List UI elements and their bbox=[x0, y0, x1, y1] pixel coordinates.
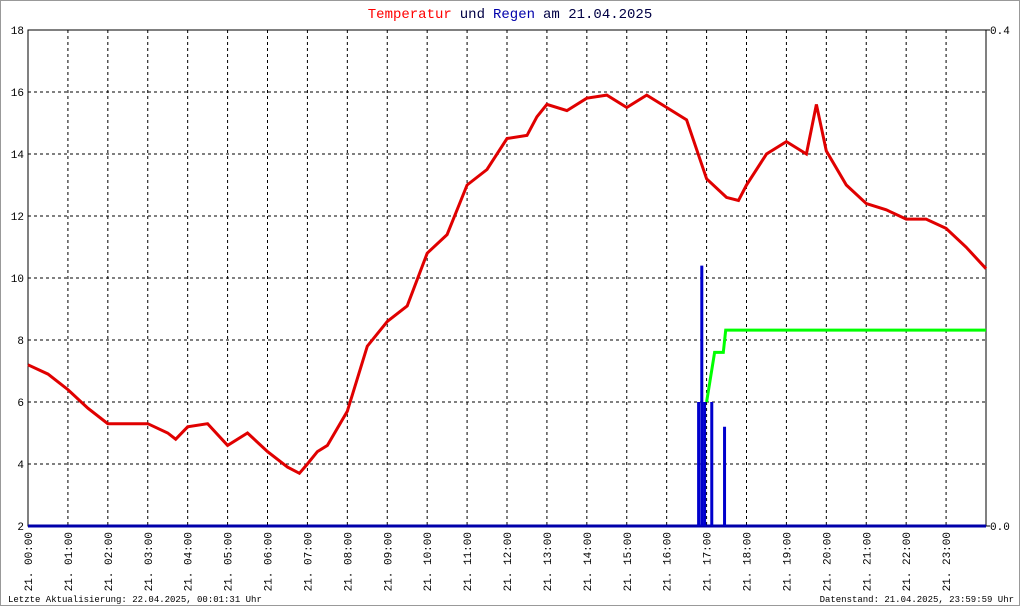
x-tick-label: 21. 02:00 bbox=[104, 532, 116, 591]
x-tick-label: 21. 07:00 bbox=[303, 532, 315, 591]
x-tick-label: 21. 17:00 bbox=[703, 532, 715, 591]
y-tick-label: 12 bbox=[11, 212, 24, 224]
x-tick-label: 21. 14:00 bbox=[583, 532, 595, 591]
x-tick-label: 21. 11:00 bbox=[463, 532, 475, 591]
title-part: am 21.04.2025 bbox=[543, 7, 652, 23]
footer-right: Datenstand: 21.04.2025, 23:59:59 Uhr bbox=[820, 595, 1014, 605]
y-tick-label: 8 bbox=[17, 336, 24, 348]
x-tick-label: 21. 23:00 bbox=[942, 532, 954, 591]
y2-tick-label: 0.0 bbox=[990, 522, 1010, 534]
x-tick-label: 21. 09:00 bbox=[383, 532, 395, 591]
y-tick-label: 18 bbox=[11, 26, 24, 38]
y-tick-label: 16 bbox=[11, 88, 24, 100]
chart-title: Temperatur und Regen am 21.04.2025 bbox=[368, 7, 652, 23]
data-line bbox=[27, 93, 988, 476]
footer-left: Letzte Aktualisierung: 22.04.2025, 00:01… bbox=[8, 595, 262, 605]
x-tick-label: 21. 18:00 bbox=[743, 532, 755, 591]
x-tick-label: 21. 05:00 bbox=[224, 532, 236, 591]
x-tick-label: 21. 00:00 bbox=[24, 532, 36, 591]
title-part: und bbox=[460, 7, 485, 23]
x-tick-label: 21. 04:00 bbox=[184, 532, 196, 591]
x-tick-label: 21. 19:00 bbox=[782, 532, 794, 591]
x-tick-label: 21. 20:00 bbox=[822, 532, 834, 591]
x-tick-label: 21. 12:00 bbox=[503, 532, 515, 591]
x-tick-label: 21. 22:00 bbox=[902, 532, 914, 591]
x-tick-label: 21. 21:00 bbox=[862, 532, 874, 591]
y-tick-label: 6 bbox=[17, 398, 24, 410]
x-tick-label: 21. 15:00 bbox=[623, 532, 635, 591]
x-tick-label: 21. 01:00 bbox=[64, 532, 76, 591]
x-tick-label: 21. 08:00 bbox=[343, 532, 355, 591]
x-tick-label: 21. 03:00 bbox=[144, 532, 156, 591]
x-tick-label: 21. 10:00 bbox=[423, 532, 435, 591]
x-tick-label: 21. 16:00 bbox=[663, 532, 675, 591]
y2-tick-label: 0.4 bbox=[990, 26, 1010, 38]
y-tick-label: 14 bbox=[11, 150, 25, 162]
y-tick-label: 10 bbox=[11, 274, 24, 286]
y-tick-label: 4 bbox=[17, 460, 24, 472]
title-part: Temperatur bbox=[368, 7, 452, 23]
x-tick-label: 21. 06:00 bbox=[264, 532, 276, 591]
data-line bbox=[705, 328, 986, 403]
x-tick-label: 21. 13:00 bbox=[543, 532, 555, 591]
y-tick-label: 2 bbox=[17, 522, 24, 534]
title-part: Regen bbox=[493, 7, 535, 23]
